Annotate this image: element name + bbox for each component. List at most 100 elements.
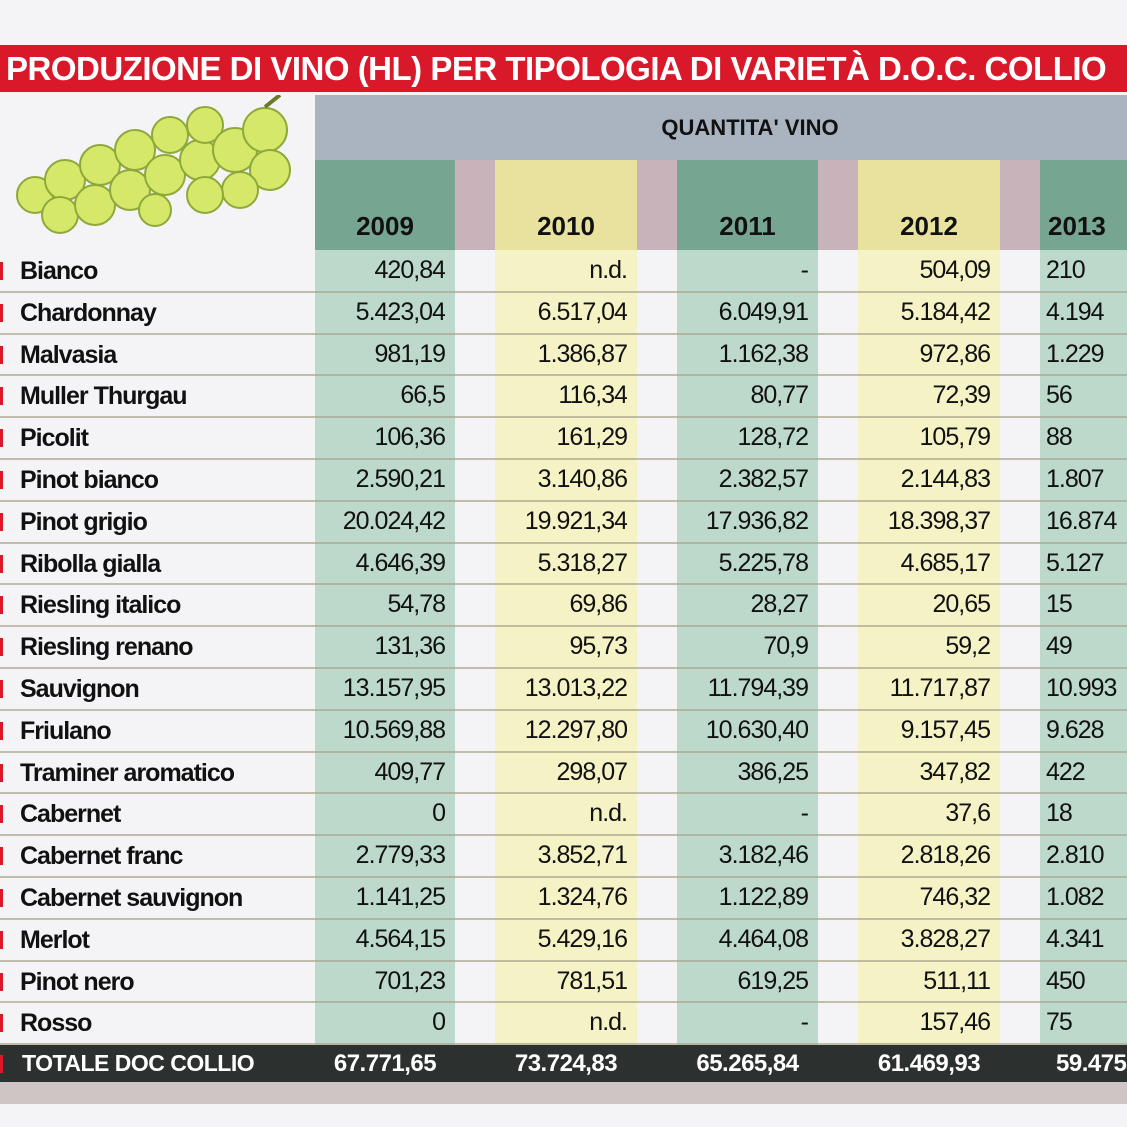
table-cell: 4.341 <box>1046 924 1105 953</box>
row-divider <box>0 541 1127 544</box>
table-cell: 1.229 <box>1046 339 1105 368</box>
year-label: 2013 <box>1048 211 1106 241</box>
table-cell: 10.630,40 <box>705 715 808 744</box>
table-cell: 4.564,15 <box>355 924 445 953</box>
column-gap <box>818 160 858 250</box>
year-label: 2009 <box>356 211 414 241</box>
table-cell: 116,34 <box>558 381 627 410</box>
row-marker <box>0 889 3 907</box>
table-cell: 4.464,08 <box>718 924 808 953</box>
table-cell: 105,79 <box>919 423 990 452</box>
table-cell: 3.852,71 <box>537 841 627 870</box>
table-cell: 106,36 <box>374 423 445 452</box>
table-title: PRODUZIONE DI VINO (HL) PER TIPOLOGIA DI… <box>0 45 1127 92</box>
row-marker <box>0 596 3 615</box>
row-label: Merlot <box>20 925 90 954</box>
table-cell: 972,86 <box>919 339 990 368</box>
row-marker <box>0 638 3 657</box>
table-cell: 9.628 <box>1046 715 1105 744</box>
row-label: Sauvignon <box>20 675 140 703</box>
row-label: Riesling italico <box>20 591 181 620</box>
row-label: Cabernet sauvignon <box>20 884 243 912</box>
table-cell: 5.225,78 <box>718 548 808 577</box>
group-header-band <box>315 95 1127 160</box>
table-cell: 69,86 <box>569 590 627 619</box>
column-gap <box>455 160 495 250</box>
year-header: 2011 <box>677 160 818 250</box>
table-cell: 619,25 <box>737 966 808 995</box>
table-cell: 2.590,21 <box>355 465 445 493</box>
year-header: 2013 <box>1040 160 1127 250</box>
row-label: Traminer aromatico <box>20 758 235 787</box>
table-cell: 5.184,42 <box>900 297 990 326</box>
table-cell: 5.423,04 <box>355 297 445 326</box>
column-2009: 2009 <box>315 160 455 1045</box>
table-cell: 95,73 <box>569 632 627 661</box>
row-label: Pinot grigio <box>20 507 148 536</box>
table-cell: 1.141,25 <box>355 883 445 911</box>
table-cell: - <box>800 1008 808 1037</box>
row-divider <box>0 792 1127 795</box>
table-cell: n.d. <box>589 799 627 828</box>
table-cell: 70,9 <box>763 632 808 661</box>
table-cell: 6.049,91 <box>718 297 808 326</box>
total-label: TOTALE DOC COLLIO <box>22 1050 255 1076</box>
row-marker <box>0 721 3 740</box>
row-label: Muller Thurgau <box>20 382 188 411</box>
table-cell: 13.157,95 <box>342 674 445 702</box>
table-cell: 1.807 <box>1046 465 1105 493</box>
column-gap <box>637 160 677 250</box>
table-cell: 17.936,82 <box>705 506 808 535</box>
row-divider <box>0 625 1127 628</box>
table-cell: 49 <box>1046 632 1073 661</box>
table-cell: 347,82 <box>919 757 990 786</box>
table-cell: 210 <box>1046 256 1086 284</box>
table-cell: 1.082 <box>1046 883 1105 911</box>
table-cell: 72,39 <box>932 381 990 410</box>
row-marker <box>0 763 3 782</box>
table-cell: 981,19 <box>374 339 445 368</box>
table-cell: 37,6 <box>945 799 990 828</box>
table-cell: 746,32 <box>919 883 990 911</box>
row-marker <box>0 554 3 573</box>
table-cell: 2.144,83 <box>900 465 990 493</box>
total-value: 67.771,65 <box>333 1050 437 1077</box>
row-label: Pinot bianco <box>20 466 159 494</box>
table-cell: 1.122,89 <box>718 883 808 911</box>
row-label: Pinot nero <box>20 967 135 996</box>
table-cell: 16.874 <box>1046 506 1117 535</box>
table-cell: 781,51 <box>556 966 627 995</box>
row-label: Rosso <box>20 1009 92 1038</box>
table-cell: 701,23 <box>374 966 445 995</box>
column-2013: 2013 <box>1040 160 1127 1045</box>
row-label: Cabernet franc <box>20 842 183 871</box>
table-cell: 11.794,39 <box>707 674 808 702</box>
table-cell: 28,27 <box>750 590 808 619</box>
row-divider <box>0 750 1127 753</box>
table-cell: 56 <box>1046 381 1073 410</box>
table-cell: 3.140,86 <box>537 465 627 493</box>
row-divider <box>0 374 1127 377</box>
table-cell: 54,78 <box>387 590 445 619</box>
table-cell: 504,09 <box>919 256 990 284</box>
table-cell: 2.382,57 <box>718 465 808 493</box>
row-label: Cabernet <box>20 800 121 829</box>
year-label: 2012 <box>900 211 958 241</box>
table-cell: 18 <box>1046 799 1073 828</box>
table-cell: 10.993 <box>1046 674 1117 702</box>
year-label: 2011 <box>719 211 776 241</box>
row-divider <box>0 416 1127 419</box>
table-cell: 10.569,88 <box>342 715 445 744</box>
table-cell: n.d. <box>589 256 627 284</box>
row-marker <box>0 1055 3 1073</box>
table-cell: 13.013,22 <box>524 674 627 702</box>
table-cell: 4.685,17 <box>900 548 990 577</box>
row-marker <box>0 471 3 489</box>
row-marker <box>0 345 3 364</box>
row-marker <box>0 303 3 322</box>
table-cell: 422 <box>1046 757 1086 786</box>
year-label: 2010 <box>537 211 595 241</box>
table-cell: 12.297,80 <box>524 715 627 744</box>
row-divider <box>0 290 1127 293</box>
table-cell: 9.157,45 <box>900 715 990 744</box>
